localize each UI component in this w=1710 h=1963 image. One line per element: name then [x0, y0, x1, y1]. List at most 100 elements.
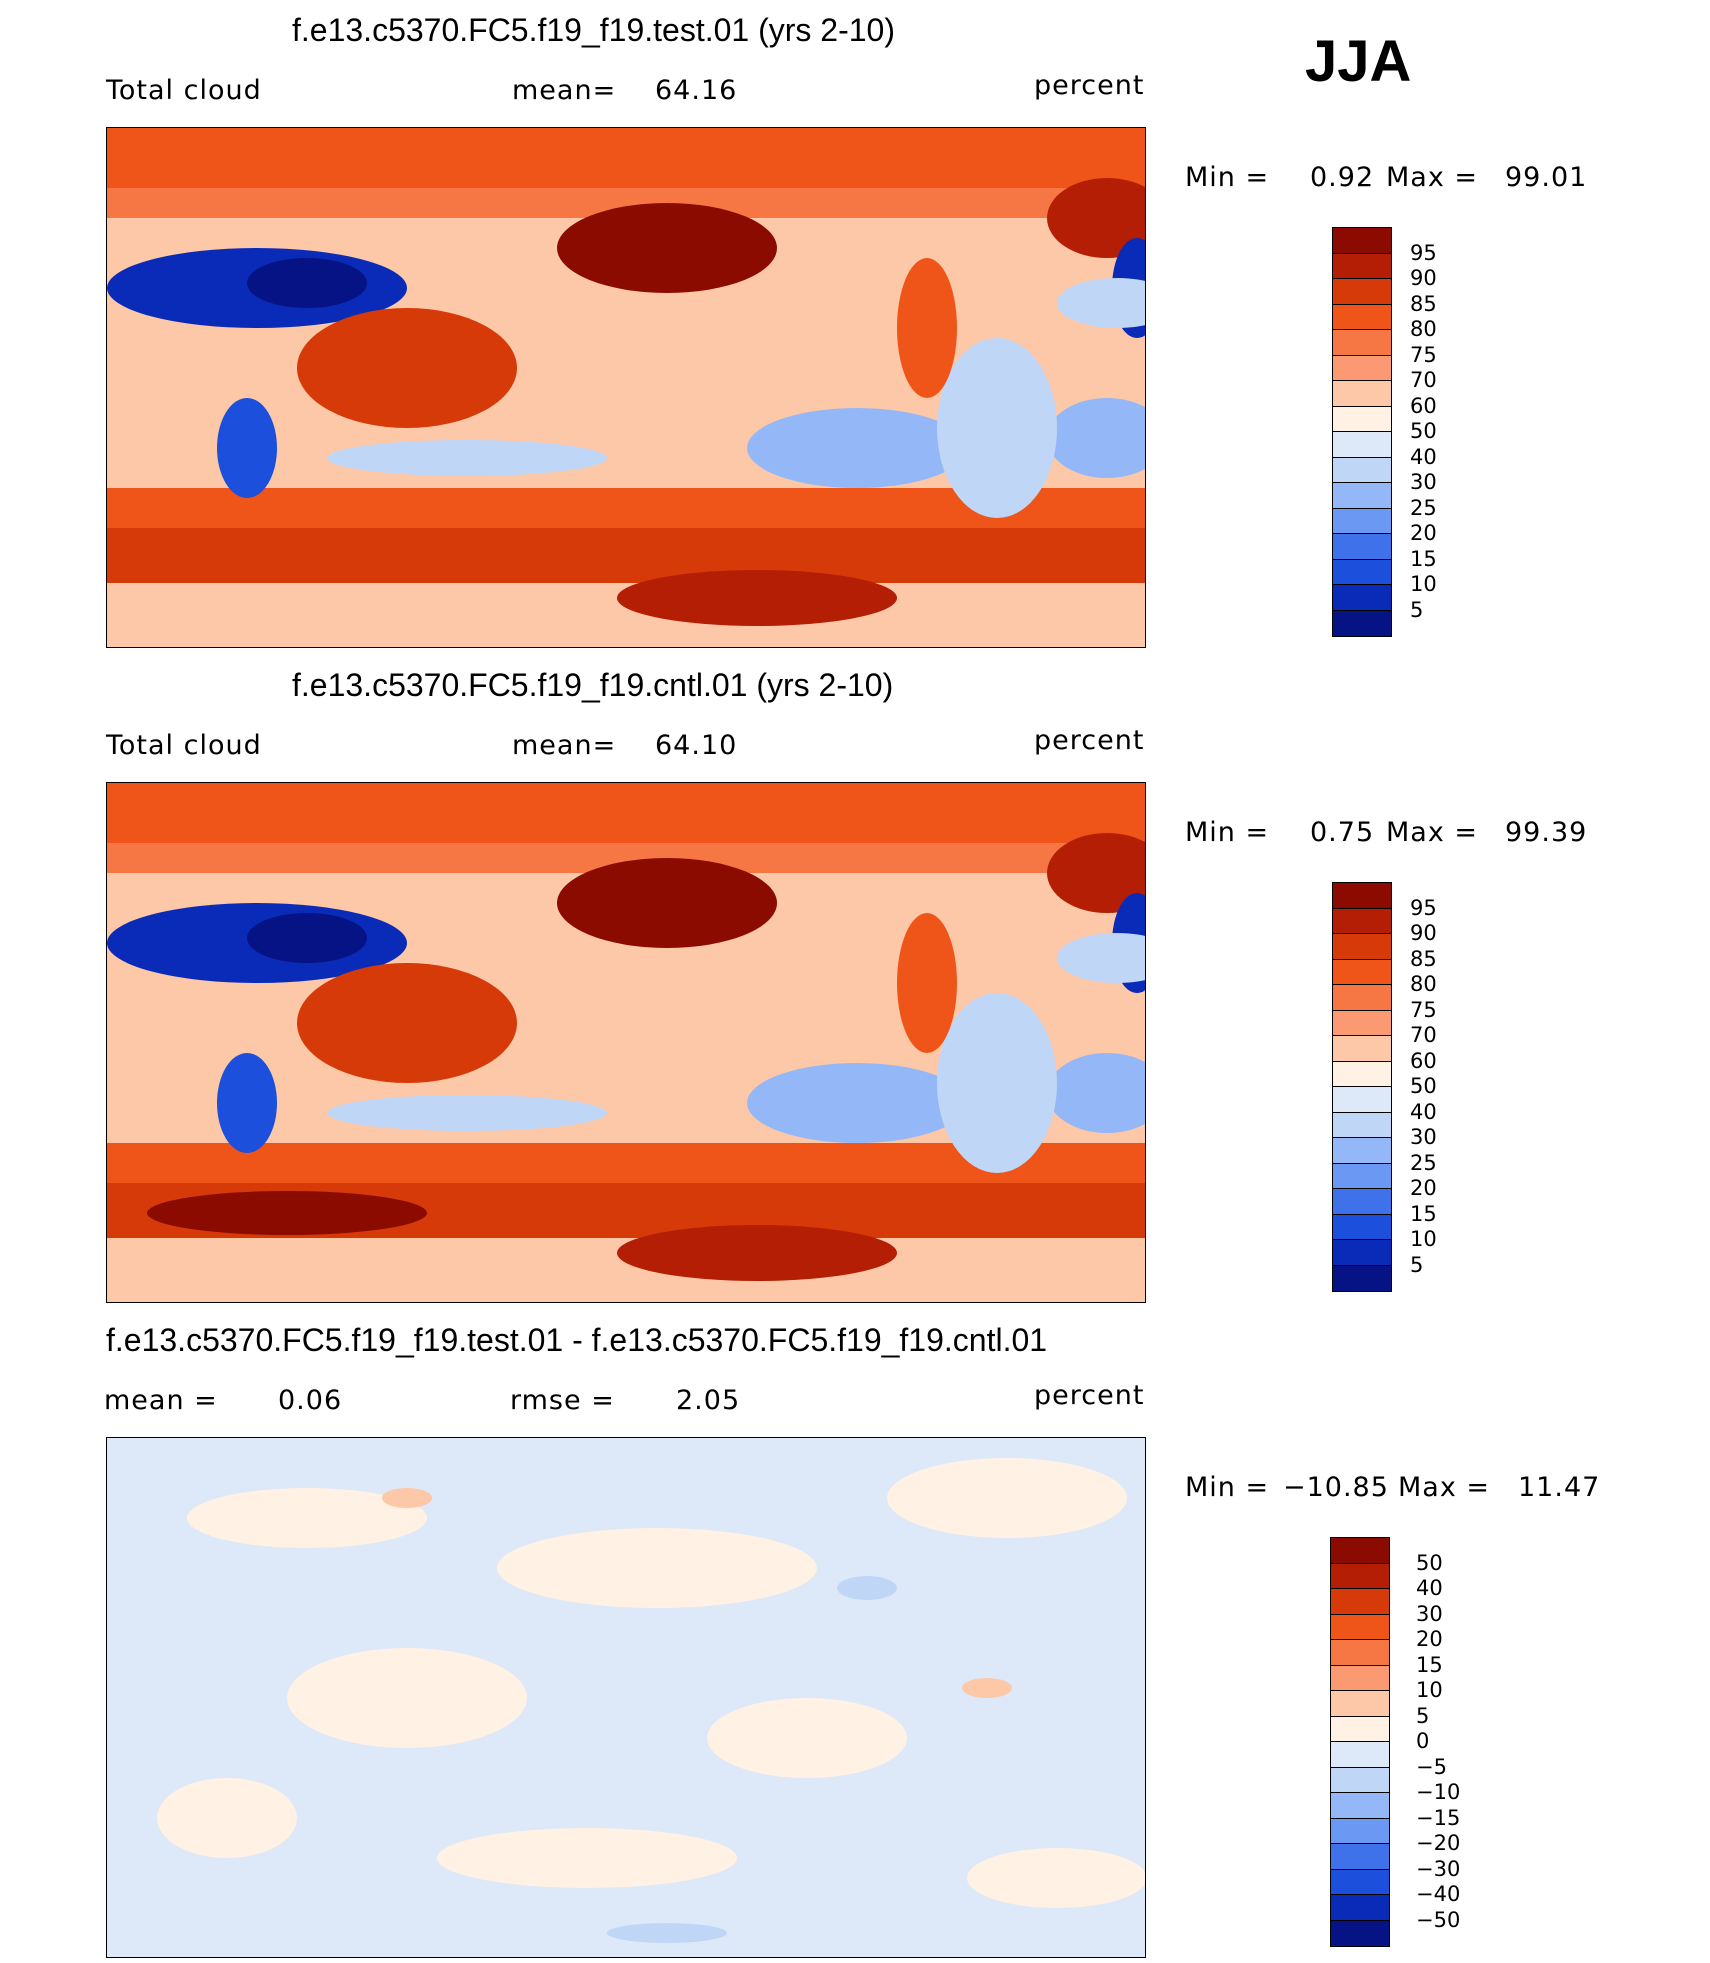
colorbar-tick-label: 40	[1410, 1099, 1437, 1124]
colorbar-swatch	[1333, 508, 1391, 534]
panel3-max-label: Max =	[1398, 1472, 1491, 1503]
colorbar-tick-label: 30	[1410, 470, 1437, 494]
panel1-colorbar	[1332, 227, 1392, 637]
colorbar-swatch	[1333, 985, 1391, 1011]
colorbar-swatch	[1331, 1767, 1389, 1793]
panel3-map	[106, 1437, 1146, 1958]
colorbar-tick-label: 90	[1410, 266, 1437, 290]
colorbar-tick-label: 60	[1410, 1048, 1437, 1073]
colorbar-swatch	[1333, 457, 1391, 483]
colorbar-swatch	[1331, 1793, 1389, 1819]
panel1-field	[107, 128, 1145, 647]
colorbar-swatch	[1333, 355, 1391, 381]
colorbar-tick-label: 0	[1416, 1729, 1430, 1753]
panel3-rmse-value: 2.05	[676, 1385, 741, 1416]
colorbar-swatch	[1333, 381, 1391, 407]
colorbar-swatch	[1331, 1563, 1389, 1589]
colorbar-tick-label: 70	[1410, 1023, 1437, 1047]
colorbar-swatch	[1333, 908, 1391, 934]
panel1-variable-label: Total cloud	[106, 75, 262, 106]
colorbar-tick-label: −30	[1416, 1856, 1461, 1881]
panel2-max-label: Max =	[1386, 817, 1479, 848]
colorbar-tick-label: 10	[1410, 1227, 1437, 1251]
colorbar-tick-label: 10	[1416, 1678, 1443, 1702]
panel2-variable-label: Total cloud	[106, 730, 262, 761]
panel2-colorbar	[1332, 882, 1392, 1292]
colorbar-swatch	[1333, 1061, 1391, 1087]
colorbar-swatch	[1333, 279, 1391, 305]
colorbar-swatch	[1331, 1869, 1389, 1895]
colorbar-tick-label: 50	[1410, 419, 1437, 443]
colorbar-swatch	[1333, 610, 1391, 636]
colorbar-tick-label: 75	[1410, 342, 1437, 367]
colorbar-tick-label: 90	[1410, 921, 1437, 945]
colorbar-tick-label: 10	[1410, 572, 1437, 596]
panel1-mean-label: mean=	[512, 75, 617, 106]
colorbar-tick-label: 20	[1410, 521, 1437, 545]
panel1-max-label: Max =	[1386, 162, 1479, 193]
colorbar-swatch	[1331, 1640, 1389, 1666]
colorbar-tick-label: 25	[1410, 1150, 1437, 1175]
panel1-map	[106, 127, 1146, 648]
colorbar-tick-label: 5	[1410, 1252, 1424, 1277]
panel1-max-value: 99.01	[1505, 162, 1588, 193]
colorbar-tick-label: −10	[1416, 1780, 1461, 1804]
panel3-min-value: −10.85	[1283, 1472, 1389, 1503]
colorbar-tick-label: 5	[1410, 597, 1424, 622]
panel3-rmse-label: rmse =	[510, 1385, 615, 1416]
panel2-min-value: 0.75	[1310, 817, 1375, 848]
panel3-units: percent	[1034, 1380, 1145, 1411]
colorbar-tick-label: −20	[1416, 1831, 1461, 1855]
colorbar-tick-label: 15	[1416, 1652, 1443, 1677]
colorbar-swatch	[1333, 1163, 1391, 1189]
colorbar-tick-label: 95	[1410, 895, 1437, 920]
panel2-units: percent	[1034, 725, 1145, 756]
colorbar-tick-label: 85	[1410, 946, 1437, 971]
season-label: JJA	[1305, 29, 1412, 94]
panel2-mean-label: mean=	[512, 730, 617, 761]
colorbar-swatch	[1333, 330, 1391, 356]
colorbar-tick-label: 95	[1410, 240, 1437, 265]
colorbar-tick-label: 80	[1410, 972, 1437, 996]
colorbar-tick-label: −50	[1416, 1907, 1461, 1932]
colorbar-tick-label: 20	[1410, 1176, 1437, 1200]
colorbar-swatch	[1333, 883, 1391, 909]
colorbar-tick-label: −15	[1416, 1805, 1461, 1830]
colorbar-tick-label: 15	[1410, 546, 1437, 571]
panel1-min-value: 0.92	[1310, 162, 1375, 193]
colorbar-tick-label: 60	[1410, 393, 1437, 418]
panel1-mean-value: 64.16	[655, 75, 738, 106]
colorbar-swatch	[1333, 483, 1391, 509]
colorbar-swatch	[1331, 1589, 1389, 1615]
panel3-title: f.e13.c5370.FC5.f19_f19.test.01 - f.e13.…	[106, 1322, 1048, 1358]
colorbar-swatch	[1331, 1742, 1389, 1768]
colorbar-swatch	[1333, 1240, 1391, 1266]
colorbar-swatch	[1333, 432, 1391, 458]
colorbar-swatch	[1333, 406, 1391, 432]
panel3-mean-value: 0.06	[278, 1385, 343, 1416]
colorbar-tick-label: 5	[1416, 1703, 1430, 1728]
colorbar-tick-label: 40	[1410, 444, 1437, 469]
colorbar-tick-label: 30	[1416, 1601, 1443, 1626]
colorbar-swatch	[1333, 1138, 1391, 1164]
colorbar-tick-label: 40	[1416, 1576, 1443, 1600]
colorbar-tick-label: 15	[1410, 1201, 1437, 1226]
colorbar-tick-label: 25	[1410, 495, 1437, 520]
colorbar-tick-label: 85	[1410, 291, 1437, 316]
panel3-mean-label: mean =	[104, 1385, 218, 1416]
colorbar-tick-label: −40	[1416, 1882, 1461, 1906]
panel2-field	[107, 783, 1145, 1302]
panel3-min-label: Min =	[1185, 1472, 1270, 1503]
colorbar-swatch	[1331, 1818, 1389, 1844]
colorbar-tick-label: 50	[1416, 1550, 1443, 1575]
colorbar-tick-label: −5	[1416, 1754, 1447, 1779]
colorbar-swatch	[1333, 534, 1391, 560]
panel2-min-label: Min =	[1185, 817, 1270, 848]
colorbar-swatch	[1333, 1189, 1391, 1215]
panel1-units: percent	[1034, 70, 1145, 101]
colorbar-tick-label: 80	[1410, 317, 1437, 341]
colorbar-swatch	[1333, 1112, 1391, 1138]
colorbar-swatch	[1331, 1895, 1389, 1921]
colorbar-swatch	[1333, 1010, 1391, 1036]
panel2-mean-value: 64.10	[655, 730, 738, 761]
